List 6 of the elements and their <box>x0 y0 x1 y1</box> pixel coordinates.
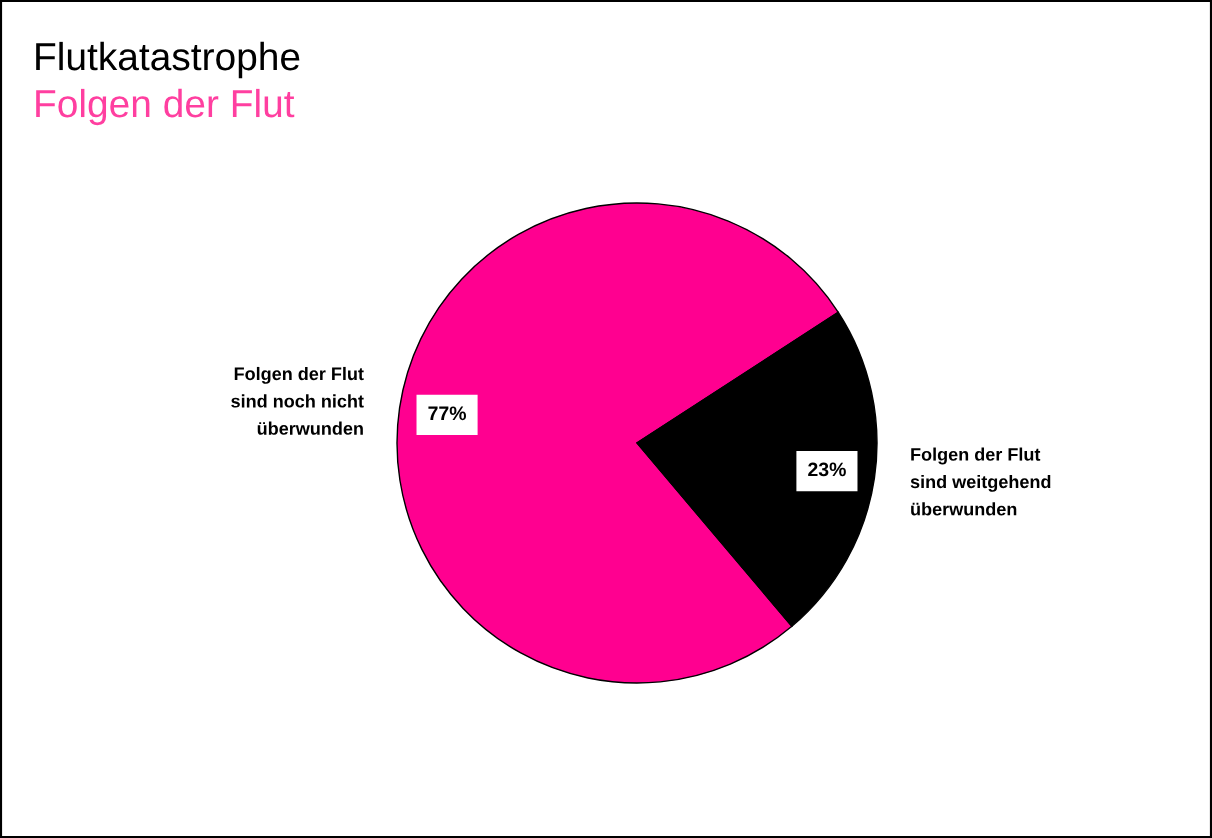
data-label: 23% <box>808 462 846 477</box>
slice-label: Folgen der Flut sind weitgehend überwunden <box>910 447 1051 516</box>
chart-subtitle: Folgen der Flut <box>36 88 295 126</box>
chart-title: Flutkatastrophe <box>36 41 300 79</box>
data-label: 77% <box>428 406 467 421</box>
slice-label: Folgen der Flut sind noch nicht überwunden <box>231 366 364 435</box>
